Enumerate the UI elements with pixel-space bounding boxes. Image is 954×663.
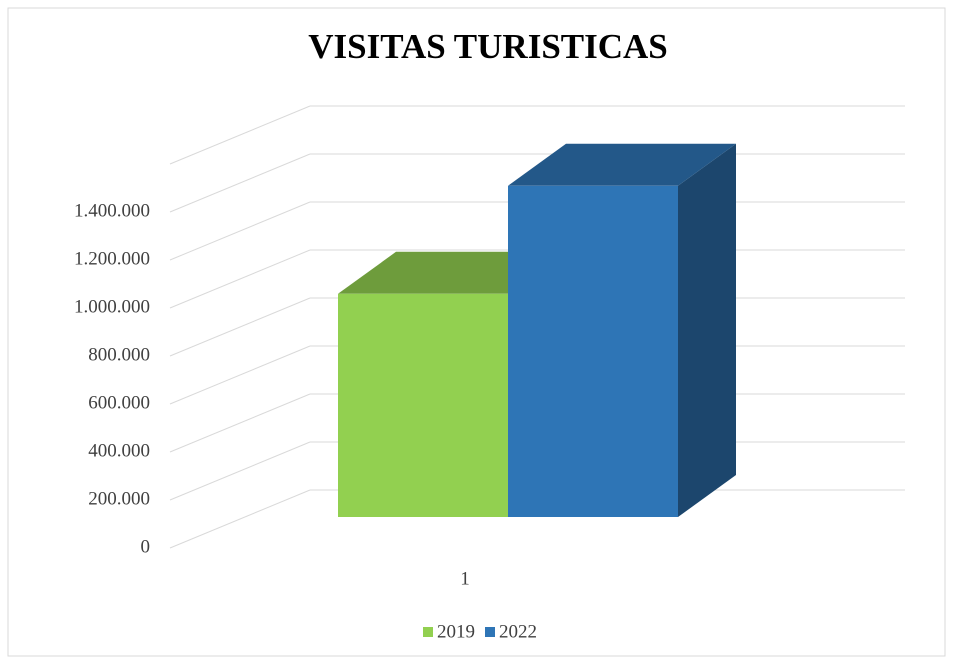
grid-line xyxy=(169,249,311,309)
grid-line xyxy=(169,345,311,405)
grid-line xyxy=(169,153,311,213)
y-tick-label: 0 xyxy=(141,536,151,557)
y-tick-label: 600.000 xyxy=(88,392,150,413)
legend-label: 2019 xyxy=(437,621,475,642)
bar-side xyxy=(678,143,736,518)
bar xyxy=(508,185,678,518)
y-tick-label: 200.000 xyxy=(88,488,150,509)
grid-line xyxy=(169,105,311,165)
legend-swatch xyxy=(423,627,433,637)
legend-label: 2022 xyxy=(499,621,537,642)
y-tick-label: 1.400.000 xyxy=(74,200,150,221)
grid-line xyxy=(169,201,311,261)
grid-line xyxy=(169,393,311,453)
x-tick-label: 1 xyxy=(460,568,470,589)
grid-line xyxy=(169,297,311,357)
legend-swatch xyxy=(485,627,495,637)
y-tick-label: 400.000 xyxy=(88,440,150,461)
bar-top xyxy=(508,143,736,186)
y-tick-label: 1.200.000 xyxy=(74,248,150,269)
bar xyxy=(338,293,508,517)
chart-title: VISITAS TURISTICAS xyxy=(308,27,668,66)
y-tick-label: 800.000 xyxy=(88,344,150,365)
y-tick-label: 1.000.000 xyxy=(74,296,150,317)
grid-line xyxy=(169,441,311,501)
grid-line xyxy=(169,489,311,549)
